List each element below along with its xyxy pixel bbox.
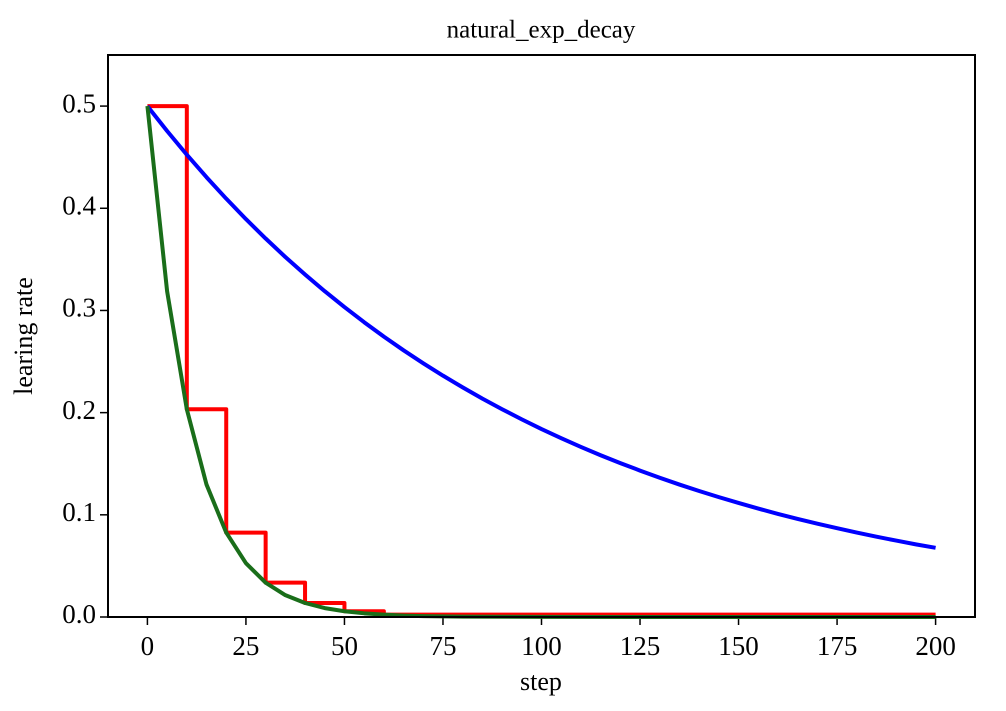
x-tick-label: 75 (429, 631, 456, 661)
y-tick-label: 0.5 (62, 88, 96, 118)
y-tick-label: 0.4 (62, 190, 96, 220)
x-tick-label: 175 (817, 631, 858, 661)
y-axis-label: learing rate (9, 277, 38, 395)
x-tick-label: 25 (232, 631, 259, 661)
x-tick-label: 125 (620, 631, 661, 661)
series-line (145, 104, 936, 550)
y-tick-label: 0.2 (62, 395, 96, 425)
plot-frame (107, 54, 976, 618)
x-tick-label: 50 (331, 631, 358, 661)
x-tick-label: 0 (141, 631, 155, 661)
y-tick-label: 0.1 (62, 497, 96, 527)
y-tick-label: 0.3 (62, 293, 96, 323)
x-tick-label: 100 (521, 631, 562, 661)
series-line (147, 104, 936, 617)
y-tick-label: 0.0 (62, 599, 96, 629)
chart-title: natural_exp_decay (447, 17, 636, 44)
x-tick-label: 150 (718, 631, 759, 661)
x-axis-label: step (520, 667, 562, 696)
x-tick-label: 200 (915, 631, 956, 661)
